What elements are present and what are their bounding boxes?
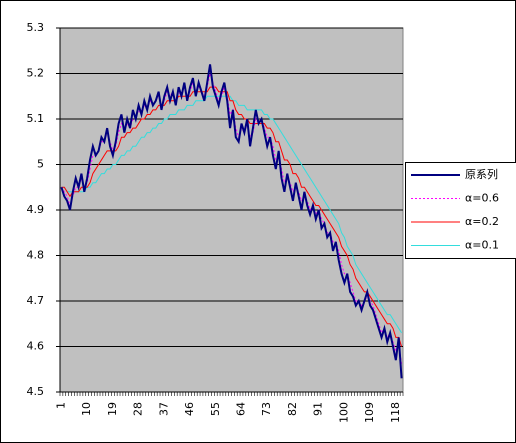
legend-label: α=0.1 — [465, 239, 499, 252]
y-tick-label: 4.9 — [27, 203, 45, 216]
grid — [60, 27, 403, 393]
x-tick-label: 10 — [80, 402, 93, 416]
y-tick-label: 5.1 — [27, 112, 45, 125]
series-line — [61, 71, 403, 365]
y-tick-label: 5 — [37, 158, 44, 171]
y-tick-label: 5.2 — [27, 67, 45, 80]
series-line — [60, 64, 403, 379]
x-tick-label: 1 — [54, 402, 67, 409]
x-tick-label: 64 — [235, 402, 248, 416]
y-tick-label: 4.8 — [27, 249, 45, 262]
x-tick-label: 82 — [286, 402, 299, 416]
legend-label: α=0.2 — [465, 215, 499, 228]
axes: 4.5 4.6 4.7 4.8 4.9 5 5.1 5.2 5.3 1 10 19 28 37 46 55 64… — [27, 21, 404, 423]
lines — [60, 64, 403, 379]
y-tick-label: 4.7 — [27, 294, 45, 307]
legend — [405, 162, 516, 259]
y-tick-label: 4.6 — [27, 340, 45, 353]
x-tick-label: 100 — [337, 402, 350, 423]
series-line — [61, 86, 403, 347]
x-tick-label: 19 — [106, 402, 119, 416]
x-tick-label: 73 — [260, 402, 273, 416]
legend-label: α=0.6 — [465, 192, 499, 205]
y-tick-label: 4.5 — [27, 385, 45, 398]
x-tick-label: 46 — [183, 402, 196, 416]
x-tick-label: 37 — [157, 402, 170, 416]
x-tick-label: 28 — [132, 402, 145, 416]
x-tick-label: 109 — [363, 402, 376, 423]
legend-label: 原系列 — [465, 167, 498, 181]
series-line — [61, 95, 402, 334]
x-tick-label: 91 — [312, 402, 325, 416]
x-tick-label: 55 — [209, 402, 222, 416]
x-tick-label: 118 — [389, 402, 402, 423]
y-tick-label: 5.3 — [27, 21, 45, 34]
legend-items: 原系列 α=0.6 α=0.2 α=0.1 — [411, 167, 499, 252]
